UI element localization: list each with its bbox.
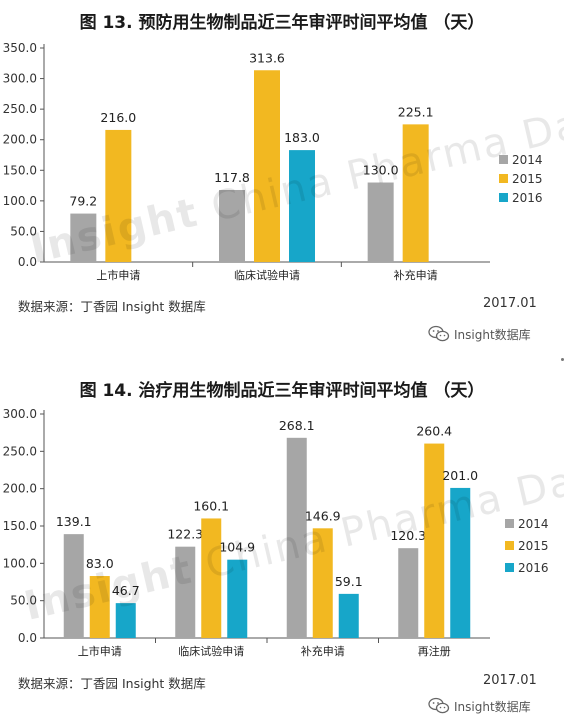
bar [367,182,394,262]
data-label: 130.0 [363,163,399,178]
x-tick-label: 补充申请 [394,268,438,282]
data-label: 120.3 [390,528,426,543]
legend-swatch [505,519,514,528]
legend-label: 2015 [518,539,549,553]
x-tick-label: 上市申请 [78,644,122,658]
legend-swatch [505,541,514,550]
bar [89,576,110,638]
y-tick-label: 350.0 [3,41,37,55]
x-tick-label: 上市申请 [96,268,140,282]
bar-chart-therapeutic: 0.0 50.0 100.0 150.0 200.0 250.0 300.0 上市申请 139.… [0,404,564,670]
legend-label: 2016 [512,191,543,205]
x-tick-label: 临床试验申请 [178,644,244,658]
wechat-icon [428,697,450,714]
data-label: 104.9 [219,540,255,555]
y-tick-label: 150.0 [3,519,37,533]
bar [398,548,419,638]
bar [70,213,97,262]
bar [63,534,84,638]
wechat-account: Insight数据库 [428,325,531,343]
bar [402,124,429,262]
bar [201,518,222,638]
legend-swatch [505,563,514,572]
y-tick-label: 50.0 [10,224,37,238]
bar [424,443,445,638]
legend-label: 2014 [518,517,549,531]
data-label: 59.1 [335,574,363,589]
data-label: 146.9 [305,508,341,523]
report-date: 2017.01 [483,673,537,688]
y-tick-label: 0.0 [18,255,37,269]
data-label: 313.6 [249,50,285,65]
y-tick-label: 300.0 [3,72,37,86]
chart-title: 图 13. 预防用生物制品近三年审评时间平均值 （天） [79,13,485,33]
wechat-account: Insight数据库 [428,697,531,715]
data-label: 160.1 [193,498,229,513]
x-tick-label: 补充申请 [301,644,345,658]
bar [175,546,196,638]
bar-chart-preventive: 0.0 50.0 100.0 150.0 200.0 250.0 300.0 350.0 上市申… [0,36,564,290]
y-tick-label: 0.0 [18,631,37,645]
y-tick-label: 100.0 [3,556,37,570]
data-label: 268.1 [279,418,315,433]
x-tick-label: 临床试验申请 [234,268,300,282]
data-label: 139.1 [56,514,92,529]
data-label: 46.7 [112,583,140,598]
bar [254,70,280,262]
y-tick-label: 200.0 [3,133,37,147]
data-label: 79.2 [69,194,97,209]
bar [289,150,315,262]
data-source: 数据来源：丁香园 Insight 数据库 [18,299,206,314]
bar [286,437,307,638]
legend-label: 2016 [518,561,549,575]
x-tick-label: 再注册 [418,644,451,658]
bar [338,593,359,638]
bar [227,559,248,638]
y-tick-label: 150.0 [3,163,37,177]
legend-swatch [499,193,508,202]
data-label: 201.0 [442,468,478,483]
bar-chart-svg: 0.0 50.0 100.0 150.0 200.0 250.0 300.0 上市申请 139.… [3,407,549,658]
legend-label: 2014 [512,153,543,167]
chart-title: 图 14. 治疗用生物制品近三年审评时间平均值 （天） [79,381,485,401]
wechat-account-name: Insight数据库 [454,327,531,342]
data-label: 225.1 [398,104,434,119]
data-label: 260.4 [416,424,452,439]
data-label: 216.0 [100,110,136,125]
bar-chart-svg: 0.0 50.0 100.0 150.0 200.0 250.0 300.0 350.0 上市申… [3,41,543,282]
bar [115,603,136,638]
y-tick-label: 250.0 [3,102,37,116]
y-tick-label: 100.0 [3,194,37,208]
wechat-icon [428,325,450,342]
decorative-dot [561,358,564,361]
y-tick-label: 250.0 [3,444,37,458]
report-date: 2017.01 [483,296,537,311]
data-source: 数据来源：丁香园 Insight 数据库 [18,676,206,691]
data-label: 83.0 [86,556,114,571]
y-tick-label: 300.0 [3,407,37,421]
bar [105,129,132,262]
data-label: 122.3 [167,527,203,542]
bar [312,528,333,638]
y-tick-label: 200.0 [3,482,37,496]
data-label: 117.8 [214,170,250,185]
wechat-account-name: Insight数据库 [454,699,531,714]
legend-swatch [499,155,508,164]
legend-swatch [499,174,508,183]
bar [450,487,471,638]
legend-label: 2015 [512,172,543,186]
data-label: 183.0 [284,130,320,145]
y-tick-label: 50.0 [10,594,37,608]
bar [219,189,245,262]
